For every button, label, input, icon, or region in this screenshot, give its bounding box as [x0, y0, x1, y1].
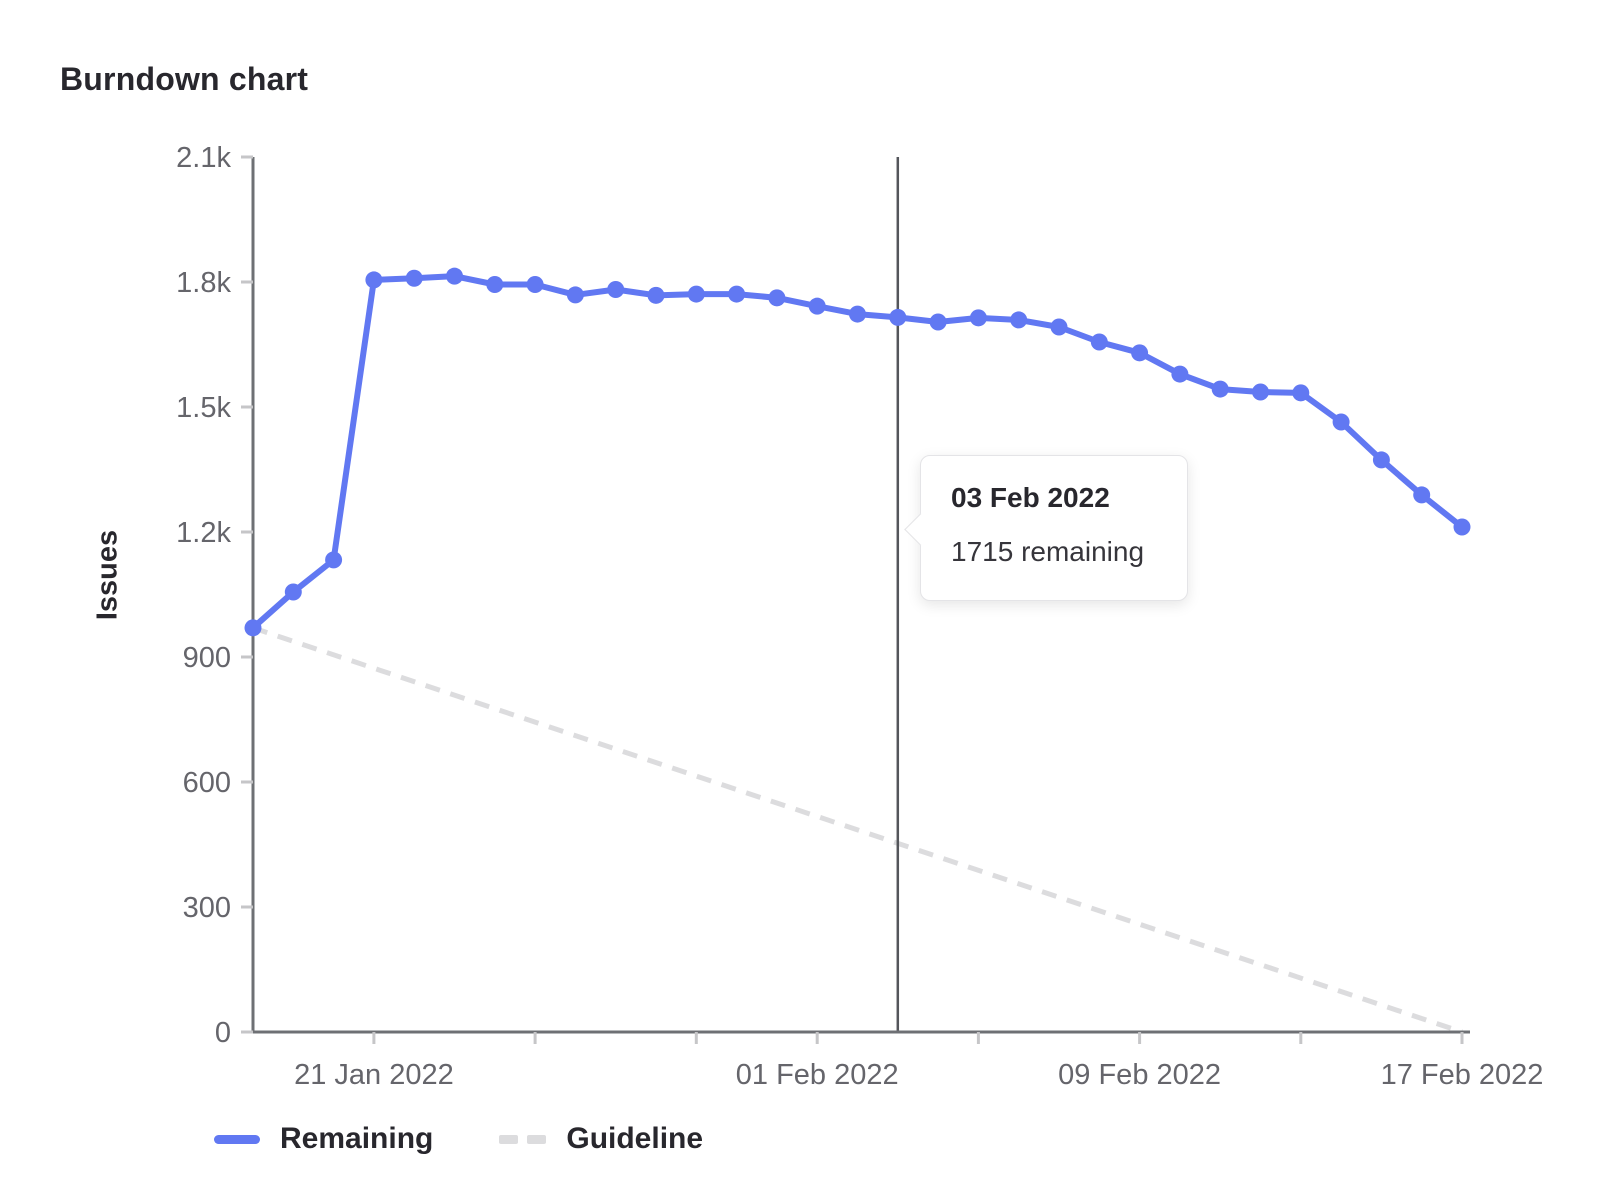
data-point[interactable] [405, 269, 423, 287]
y-axis-title: Issues [91, 529, 124, 621]
data-point[interactable] [284, 583, 302, 601]
legend-item-remaining[interactable]: Remaining [214, 1122, 433, 1156]
data-point[interactable] [1171, 365, 1189, 383]
y-tick-label: 300 [183, 892, 231, 924]
data-point[interactable] [849, 305, 866, 323]
y-tick-label: 1.5k [176, 392, 231, 424]
data-point[interactable] [1131, 344, 1149, 362]
data-point[interactable] [687, 285, 705, 303]
data-point[interactable] [1211, 380, 1229, 398]
data-point[interactable] [1372, 451, 1390, 469]
data-point[interactable] [325, 551, 343, 569]
y-tick-label: 0 [215, 1017, 231, 1049]
data-point[interactable] [365, 271, 383, 289]
y-tick-label: 1.2k [176, 517, 231, 549]
x-tick-label: 17 Feb 2022 [1381, 1059, 1544, 1091]
data-point[interactable] [969, 309, 987, 327]
guideline-dash-swatch-icon [499, 1134, 547, 1144]
data-point[interactable] [808, 297, 826, 315]
x-tick-label: 09 Feb 2022 [1058, 1059, 1221, 1091]
data-point[interactable] [1453, 518, 1471, 536]
data-point[interactable] [566, 286, 584, 304]
remaining-series-line [250, 273, 1465, 631]
data-point[interactable] [607, 281, 625, 298]
x-tick-label: 01 Feb 2022 [736, 1059, 899, 1091]
tooltip-value: 1715 remaining [951, 536, 1145, 567]
data-point[interactable] [647, 286, 665, 304]
y-tick-label: 900 [183, 642, 231, 674]
data-point[interactable] [728, 285, 746, 303]
x-tick-label: 21 Jan 2022 [294, 1059, 454, 1091]
legend-label: Remaining [280, 1122, 434, 1155]
data-point[interactable] [1090, 333, 1108, 351]
y-tick-label: 600 [183, 767, 231, 799]
data-point[interactable] [446, 267, 463, 285]
data-point[interactable] [768, 289, 786, 307]
page-title: Burndown chart [60, 61, 309, 98]
data-point[interactable] [889, 308, 907, 326]
data-point[interactable] [1332, 413, 1350, 431]
data-point[interactable] [1252, 383, 1269, 401]
data-point[interactable] [1292, 384, 1310, 402]
data-point[interactable] [1050, 318, 1068, 336]
y-tick-label: 2.1k [176, 142, 231, 174]
y-tick-label: 1.8k [176, 267, 231, 299]
data-point[interactable] [1413, 486, 1431, 504]
guideline-series-line [252, 625, 1463, 1035]
chart-legend: Remaining Guideline [214, 1122, 703, 1156]
data-point[interactable] [1010, 311, 1028, 329]
remaining-line-swatch-icon [214, 1134, 260, 1144]
tooltip-date: 03 Feb 2022 [951, 482, 1110, 513]
data-point[interactable] [526, 276, 544, 293]
data-point[interactable] [486, 276, 504, 293]
chart-tooltip: 03 Feb 2022 1715 remaining [904, 455, 1188, 601]
legend-item-guideline[interactable]: Guideline [499, 1122, 703, 1156]
data-point[interactable] [244, 619, 262, 637]
legend-label: Guideline [566, 1122, 704, 1155]
data-point[interactable] [929, 313, 947, 331]
